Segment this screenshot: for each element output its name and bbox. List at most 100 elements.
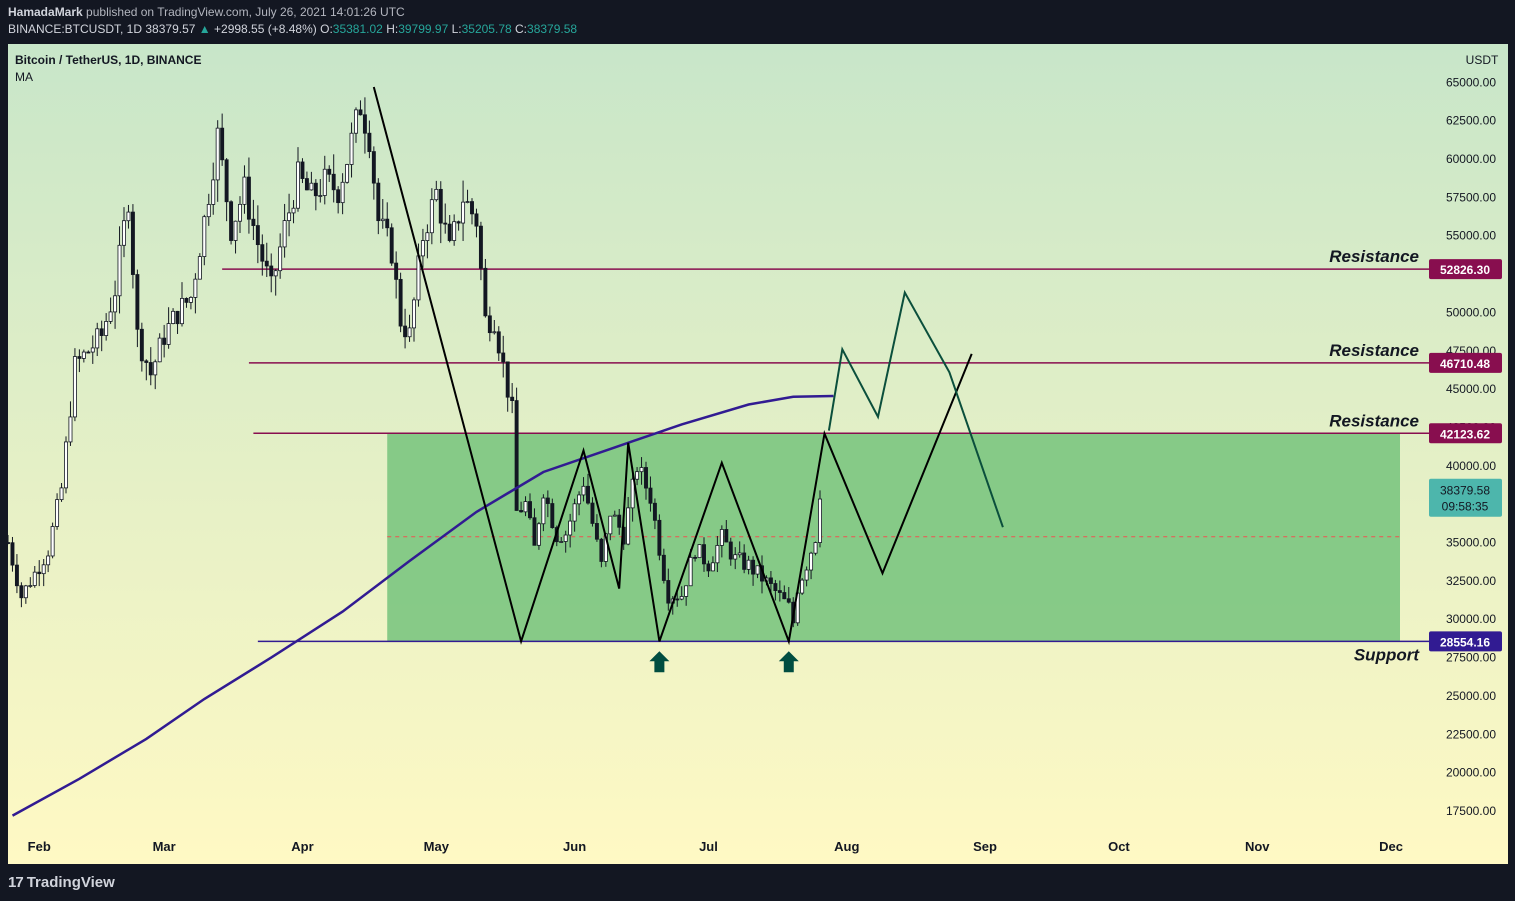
candle[interactable]: [483, 258, 488, 318]
candle[interactable]: [55, 493, 60, 530]
candle[interactable]: [809, 551, 814, 580]
candle[interactable]: [157, 333, 162, 363]
candle[interactable]: [818, 490, 822, 548]
candle[interactable]: [706, 560, 711, 577]
candle[interactable]: [742, 544, 747, 574]
candle[interactable]: [746, 555, 751, 575]
candle[interactable]: [255, 205, 260, 264]
candle[interactable]: [130, 204, 135, 289]
indicator-label[interactable]: MA: [15, 70, 33, 84]
candle[interactable]: [331, 154, 336, 203]
candle[interactable]: [90, 335, 95, 364]
candle[interactable]: [456, 220, 461, 231]
candle[interactable]: [180, 282, 184, 327]
candle[interactable]: [702, 537, 706, 572]
candle[interactable]: [652, 498, 657, 530]
candle[interactable]: [242, 165, 247, 214]
candle[interactable]: [407, 314, 412, 342]
candle[interactable]: [220, 113, 225, 166]
candle[interactable]: [577, 491, 582, 516]
candle[interactable]: [304, 171, 309, 191]
candle[interactable]: [376, 178, 381, 235]
candle[interactable]: [68, 401, 73, 446]
candle[interactable]: [768, 571, 773, 594]
candle[interactable]: [688, 548, 693, 587]
candle[interactable]: [420, 228, 425, 268]
candle[interactable]: [162, 324, 167, 358]
candle[interactable]: [394, 251, 399, 299]
candle[interactable]: [46, 550, 51, 573]
candle[interactable]: [412, 297, 416, 342]
candle[interactable]: [362, 97, 367, 154]
candle[interactable]: [233, 220, 238, 254]
candle[interactable]: [465, 189, 470, 204]
candle[interactable]: [32, 565, 37, 588]
candle[interactable]: [318, 179, 323, 203]
candle[interactable]: [113, 280, 118, 329]
candle[interactable]: [800, 577, 805, 595]
candle[interactable]: [639, 457, 644, 485]
candle[interactable]: [389, 223, 394, 266]
candle[interactable]: [215, 120, 220, 202]
candle[interactable]: [635, 467, 640, 486]
candle[interactable]: [126, 204, 131, 229]
candle[interactable]: [403, 308, 408, 349]
candle[interactable]: [50, 522, 55, 559]
candle[interactable]: [697, 544, 702, 559]
candle[interactable]: [545, 490, 550, 518]
candle[interactable]: [470, 198, 474, 225]
candle[interactable]: [715, 536, 720, 573]
candle[interactable]: [41, 559, 46, 587]
candle[interactable]: [447, 214, 452, 243]
candle[interactable]: [599, 537, 604, 568]
candle[interactable]: [64, 436, 68, 494]
candle[interactable]: [229, 200, 234, 245]
candle[interactable]: [496, 326, 501, 361]
candle[interactable]: [117, 226, 122, 314]
candle[interactable]: [380, 199, 385, 229]
candle[interactable]: [461, 180, 466, 242]
candle[interactable]: [452, 214, 457, 246]
candle[interactable]: [626, 497, 631, 546]
candle[interactable]: [345, 163, 350, 184]
tradingview-logo[interactable]: 17 TradingView: [8, 874, 115, 891]
candle[interactable]: [487, 306, 492, 342]
candle[interactable]: [28, 577, 33, 588]
candle[interactable]: [581, 477, 586, 502]
candle[interactable]: [224, 158, 229, 222]
candle[interactable]: [474, 208, 479, 238]
candle[interactable]: [197, 253, 202, 280]
candle[interactable]: [264, 242, 269, 277]
candle[interactable]: [693, 554, 698, 562]
candle[interactable]: [122, 207, 126, 258]
candle[interactable]: [478, 221, 483, 281]
candle[interactable]: [385, 202, 390, 237]
candle[interactable]: [81, 349, 86, 363]
candle[interactable]: [684, 585, 689, 606]
candle[interactable]: [398, 272, 403, 333]
candle[interactable]: [724, 520, 729, 543]
candle[interactable]: [594, 514, 599, 542]
candle[interactable]: [710, 556, 715, 572]
candle[interactable]: [813, 541, 818, 556]
candle[interactable]: [644, 461, 648, 500]
candle[interactable]: [367, 120, 372, 159]
candle[interactable]: [296, 147, 300, 212]
candle[interactable]: [514, 387, 519, 511]
candle[interactable]: [260, 234, 265, 276]
candle[interactable]: [425, 224, 430, 259]
candle[interactable]: [438, 181, 443, 244]
candle[interactable]: [550, 498, 555, 529]
candle[interactable]: [246, 157, 251, 234]
candle[interactable]: [148, 347, 153, 386]
author-name[interactable]: HamadaMark: [8, 5, 83, 19]
candle[interactable]: [661, 548, 666, 584]
candle[interactable]: [434, 180, 439, 202]
candle[interactable]: [184, 297, 189, 308]
candle[interactable]: [108, 297, 113, 324]
candle[interactable]: [371, 146, 376, 200]
candle[interactable]: [287, 193, 292, 237]
candle[interactable]: [523, 496, 528, 517]
candle[interactable]: [608, 515, 613, 541]
projection-path-line[interactable]: [827, 289, 1004, 528]
